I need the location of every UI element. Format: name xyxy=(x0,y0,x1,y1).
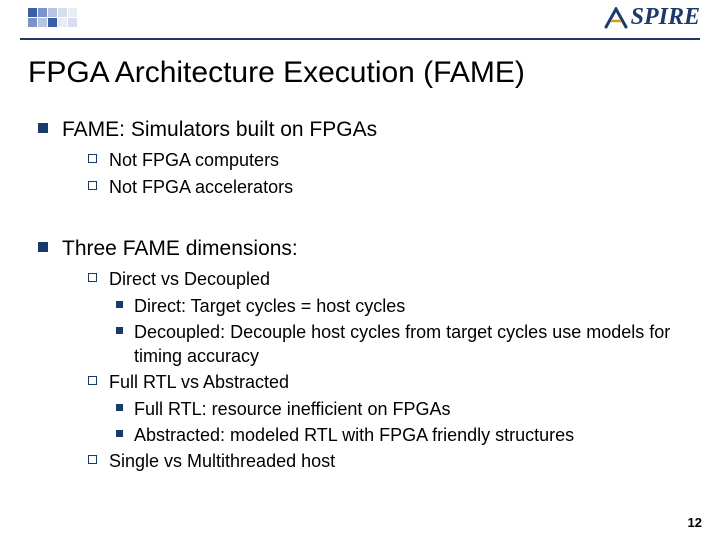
bullet-lvl3: Abstracted: modeled RTL with FPGA friend… xyxy=(116,423,690,447)
bullet-lvl1: Three FAME dimensions: xyxy=(38,235,690,263)
bullet-small-square-icon xyxy=(116,404,123,411)
bullet-square-icon xyxy=(38,123,48,133)
bullet-small-square-icon xyxy=(116,430,123,437)
header-block xyxy=(58,18,67,27)
bullet-lvl3: Full RTL: resource inefficient on FPGAs xyxy=(116,397,690,421)
bullet-lvl2: Not FPGA accelerators xyxy=(88,175,690,199)
aspire-logo-text: SPIRE xyxy=(631,4,700,31)
slide-content: FAME: Simulators built on FPGAs Not FPGA… xyxy=(38,116,690,476)
header-decoration-blocks xyxy=(28,8,77,27)
bullet-text: Single vs Multithreaded host xyxy=(109,449,335,473)
page-number: 12 xyxy=(688,515,702,530)
bullet-text: Decoupled: Decouple host cycles from tar… xyxy=(134,320,690,369)
slide-title: FPGA Architecture Execution (FAME) xyxy=(28,56,525,90)
bullet-hollow-square-icon xyxy=(88,376,97,385)
bullet-square-icon xyxy=(38,242,48,252)
bullet-text: Three FAME dimensions: xyxy=(62,235,298,263)
header-block xyxy=(48,18,57,27)
header-block xyxy=(58,8,67,17)
bullet-text: FAME: Simulators built on FPGAs xyxy=(62,116,377,144)
header-block xyxy=(48,8,57,17)
header-block xyxy=(38,8,47,17)
bullet-lvl2: Full RTL vs Abstracted xyxy=(88,370,690,394)
bullet-small-square-icon xyxy=(116,301,123,308)
bullet-text: Direct: Target cycles = host cycles xyxy=(134,294,405,318)
bullet-text: Direct vs Decoupled xyxy=(109,267,270,291)
bullet-small-square-icon xyxy=(116,327,123,334)
bullet-text: Full RTL: resource inefficient on FPGAs xyxy=(134,397,450,421)
bullet-lvl3: Direct: Target cycles = host cycles xyxy=(116,294,690,318)
bullet-hollow-square-icon xyxy=(88,273,97,282)
header-block xyxy=(68,8,77,17)
bullet-lvl2: Not FPGA computers xyxy=(88,148,690,172)
bullet-lvl2: Direct vs Decoupled xyxy=(88,267,690,291)
header-block xyxy=(28,18,37,27)
bullet-text: Abstracted: modeled RTL with FPGA friend… xyxy=(134,423,574,447)
bullet-hollow-square-icon xyxy=(88,154,97,163)
header-block xyxy=(38,18,47,27)
header-block xyxy=(28,8,37,17)
header-block xyxy=(68,18,77,27)
aspire-logo: SPIRE xyxy=(603,4,700,31)
bullet-lvl1: FAME: Simulators built on FPGAs xyxy=(38,116,690,144)
bullet-lvl2: Single vs Multithreaded host xyxy=(88,449,690,473)
bullet-text: Not FPGA accelerators xyxy=(109,175,293,199)
bullet-text: Not FPGA computers xyxy=(109,148,279,172)
bullet-hollow-square-icon xyxy=(88,181,97,190)
bullet-hollow-square-icon xyxy=(88,455,97,464)
header-rule xyxy=(20,38,700,40)
slide-header: SPIRE xyxy=(0,0,720,50)
aspire-logo-icon xyxy=(603,7,629,29)
bullet-text: Full RTL vs Abstracted xyxy=(109,370,289,394)
bullet-lvl3: Decoupled: Decouple host cycles from tar… xyxy=(116,320,690,369)
